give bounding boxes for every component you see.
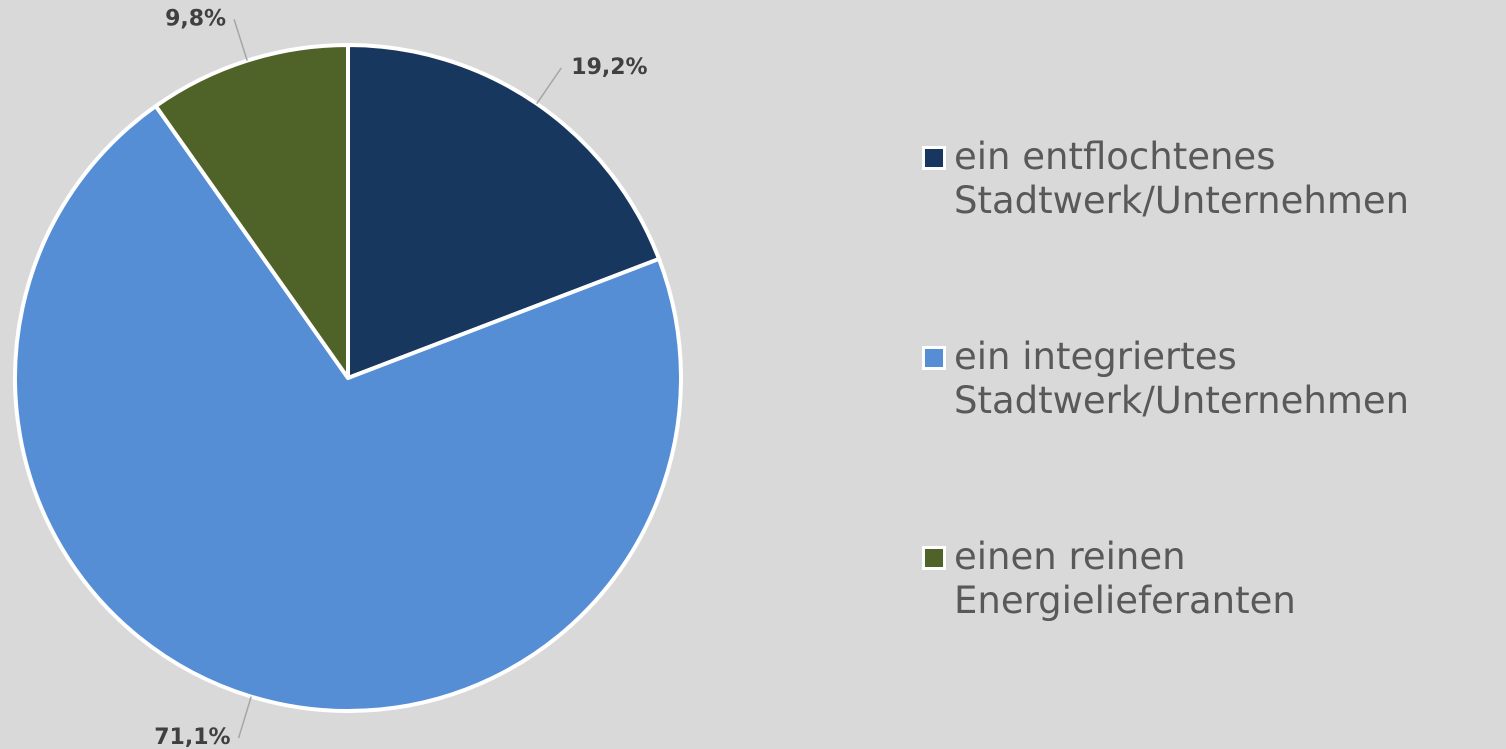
data-label: 71,1% xyxy=(154,725,230,749)
legend-swatch xyxy=(922,546,946,570)
leader-line xyxy=(233,19,248,61)
data-label: 19,2% xyxy=(571,55,647,80)
legend-swatch xyxy=(922,346,946,370)
legend-item: ein integriertes Stadtwerk/Unternehmen xyxy=(922,335,1492,535)
legend: ein entflochtenes Stadtwerk/Unternehmen e… xyxy=(922,135,1492,735)
legend-item: ein entflochtenes Stadtwerk/Unternehmen xyxy=(922,135,1492,335)
legend-swatch xyxy=(922,146,946,170)
pie-slice xyxy=(153,43,350,380)
legend-label: ein integriertes Stadtwerk/Unternehmen xyxy=(954,335,1410,422)
pie-slice xyxy=(346,43,661,380)
legend-label: einen reinen Energielieferanten xyxy=(954,535,1296,622)
data-label: 9,8% xyxy=(165,6,226,31)
legend-label: ein entflochtenes Stadtwerk/Unternehmen xyxy=(954,135,1410,222)
leader-line xyxy=(536,67,562,105)
legend-item: einen reinen Energielieferanten xyxy=(922,535,1492,735)
leader-line xyxy=(237,696,252,739)
